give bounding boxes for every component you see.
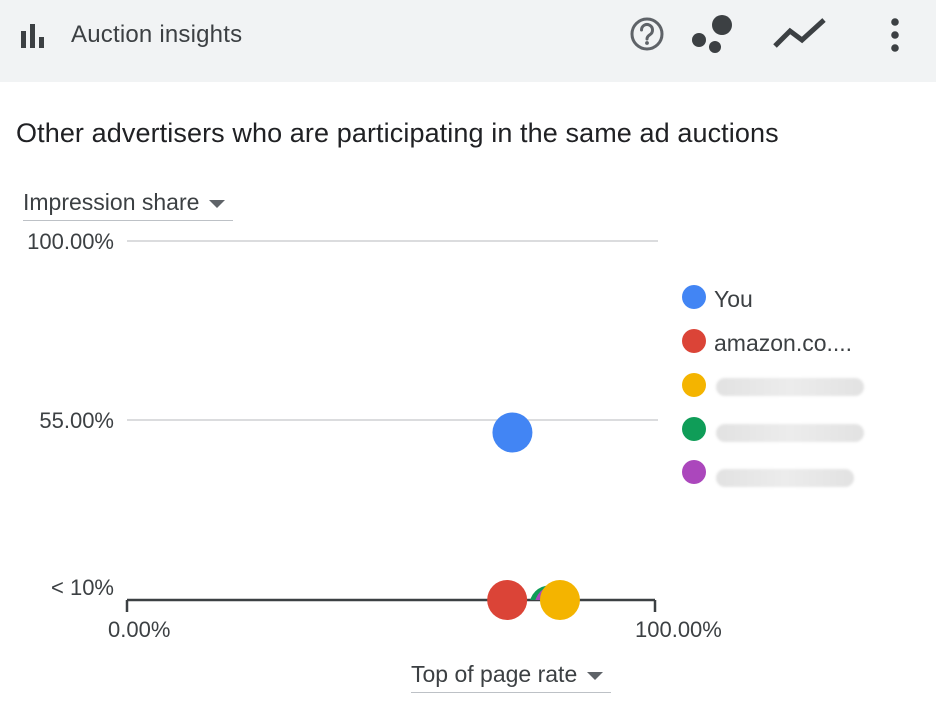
legend-marker[interactable] <box>682 329 706 353</box>
legend-label[interactable]: You <box>714 286 753 312</box>
legend-label-redacted <box>716 378 864 396</box>
x-metric-label: Top of page rate <box>411 661 578 687</box>
x-tick-label: 100.00% <box>635 617 722 642</box>
legend-marker[interactable] <box>682 285 706 309</box>
legend-marker[interactable] <box>682 373 706 397</box>
y-metric-dropdown[interactable]: Impression share <box>23 189 234 221</box>
scatter-point[interactable] <box>487 580 528 620</box>
legend-label[interactable]: amazon.co.... <box>714 330 852 356</box>
header-bar: Auction insights <box>0 0 936 82</box>
legend-marker[interactable] <box>682 460 706 484</box>
legend-label-redacted <box>716 424 864 442</box>
chart-subtitle: Other advertisers who are participating … <box>16 118 779 148</box>
page-title: Auction insights <box>71 21 243 48</box>
y-metric-label: Impression share <box>23 189 200 215</box>
caret-down-icon <box>587 671 604 680</box>
trend-line-icon[interactable] <box>772 16 828 52</box>
more-vert-icon[interactable] <box>886 16 904 54</box>
legend-marker[interactable] <box>682 417 706 441</box>
y-tick-label: 55.00% <box>39 408 114 433</box>
bar-chart-icon <box>21 24 44 48</box>
x-tick-label: 0.00% <box>108 617 170 642</box>
caret-down-icon <box>209 199 226 208</box>
legend-label-redacted <box>716 469 854 487</box>
help-icon[interactable] <box>629 16 665 52</box>
scatter-point[interactable] <box>492 412 533 453</box>
y-tick-label: 100.00% <box>27 229 114 254</box>
bubble-chart-icon[interactable] <box>689 12 737 56</box>
x-metric-dropdown[interactable]: Top of page rate <box>411 661 612 693</box>
scatter-point[interactable] <box>539 580 580 620</box>
y-tick-label: < 10% <box>51 575 114 600</box>
